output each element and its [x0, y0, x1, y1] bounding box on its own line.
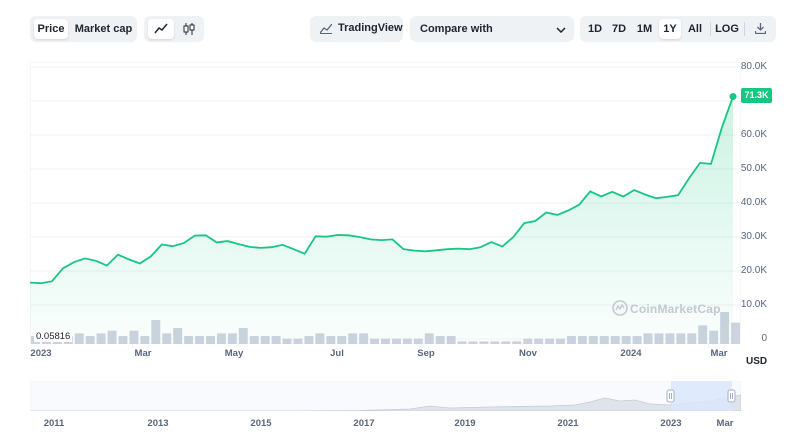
watermark-label: CoinMarketCap — [630, 302, 721, 316]
download-button[interactable] — [748, 19, 772, 39]
y-tick-label: 0 — [761, 333, 767, 344]
last-price-dot — [729, 93, 737, 101]
line-chart-button[interactable] — [148, 19, 174, 39]
navigator-tick-label: 2021 — [557, 418, 579, 429]
x-tick-label: Mar — [710, 348, 728, 359]
y-tick-label: 50.0K — [740, 163, 767, 174]
x-tick-label: Sep — [417, 348, 435, 359]
tradingview-icon — [320, 24, 332, 34]
compare-with-select[interactable]: Compare with — [410, 16, 574, 42]
tab-market-cap[interactable]: Market cap — [74, 23, 133, 35]
navigator-tick-label: 2019 — [454, 418, 476, 429]
watermark: CoinMarketCap — [612, 300, 721, 316]
navigator-tick-label: 2013 — [147, 418, 169, 429]
navigator-right-handle[interactable] — [727, 389, 736, 403]
y-tick-label: 60.0K — [740, 129, 767, 140]
x-tick-label: Jul — [330, 348, 344, 359]
y-tick-label: 40.0K — [740, 197, 767, 208]
candlestick-button[interactable] — [176, 19, 202, 39]
candlestick-icon — [183, 23, 195, 35]
navigator-selection[interactable] — [671, 381, 732, 411]
y-tick-label: 20.0K — [740, 265, 767, 276]
log-scale-button[interactable]: LOG — [715, 23, 739, 35]
range-all-button[interactable]: All — [687, 23, 703, 35]
x-tick-label: 2024 — [620, 348, 642, 359]
navigator-tick-label: 2015 — [250, 418, 272, 429]
navigator-tick-label: 2011 — [43, 418, 65, 429]
y-tick-label: 30.0K — [740, 231, 767, 242]
tab-price[interactable]: Price — [34, 19, 68, 39]
currency-label: USD — [746, 356, 768, 367]
divider — [710, 22, 711, 36]
range-1d-button[interactable]: 1D — [587, 23, 603, 35]
navigator-tick-label: 2023 — [660, 418, 682, 429]
download-icon — [754, 23, 766, 35]
coinmarketcap-logo-icon — [612, 300, 628, 316]
range-1m-button[interactable]: 1M — [636, 23, 653, 35]
x-tick-label: Mar — [134, 348, 152, 359]
compare-with-label: Compare with — [420, 23, 493, 35]
volume-bar — [731, 322, 740, 344]
current-price-badge: 71.3K — [741, 88, 772, 103]
navigator-tick-label: Mar — [716, 418, 734, 429]
x-tick-label: Nov — [519, 348, 537, 359]
chevron-down-icon — [556, 27, 566, 33]
time-range-toggle: 1D 7D 1M 1Y All LOG — [580, 16, 776, 42]
x-tick-label: 2023 — [30, 348, 52, 359]
price-area — [30, 96, 733, 344]
navigator-left-handle[interactable] — [666, 389, 675, 403]
range-navigator[interactable] — [30, 381, 741, 411]
y-tick-label: 10.0K — [740, 299, 767, 310]
price-chart[interactable] — [30, 62, 741, 344]
tradingview-label: TradingView — [338, 22, 403, 34]
chart-type-toggle — [144, 16, 204, 42]
line-chart-icon — [154, 23, 168, 34]
min-price-label: 0.05816 — [34, 331, 73, 342]
x-tick-label: May — [224, 348, 244, 359]
navigator-tick-label: 2017 — [353, 418, 375, 429]
y-tick-label: 80.0K — [740, 61, 767, 72]
divider — [744, 22, 745, 36]
tradingview-button[interactable]: TradingView — [310, 16, 403, 42]
price-line — [30, 96, 734, 285]
price-marketcap-toggle: Price Market cap — [30, 16, 137, 42]
range-7d-button[interactable]: 7D — [611, 23, 627, 35]
range-1y-button[interactable]: 1Y — [659, 19, 681, 39]
